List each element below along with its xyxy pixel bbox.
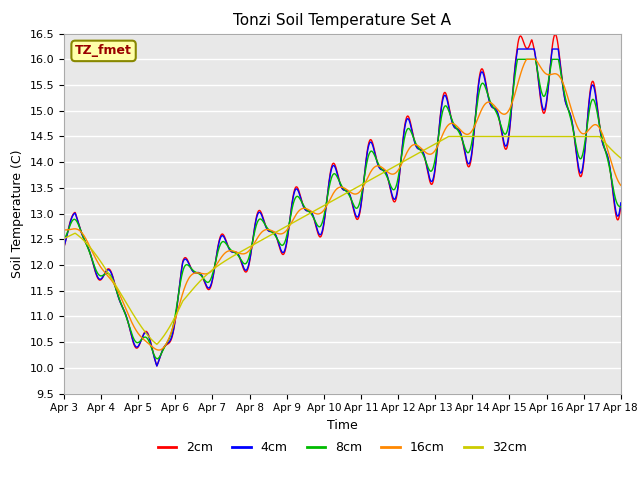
8cm — [246, 249, 254, 254]
Title: Tonzi Soil Temperature Set A: Tonzi Soil Temperature Set A — [234, 13, 451, 28]
2cm — [429, 179, 437, 184]
8cm — [171, 315, 179, 321]
X-axis label: Time: Time — [327, 419, 358, 432]
Line: 16cm: 16cm — [64, 60, 621, 350]
32cm — [552, 133, 559, 139]
2cm — [171, 322, 179, 327]
16cm — [502, 111, 509, 117]
2cm — [60, 244, 68, 250]
4cm — [502, 143, 509, 149]
4cm — [429, 176, 437, 182]
16cm — [155, 347, 163, 353]
32cm — [153, 341, 161, 347]
Line: 32cm: 32cm — [64, 136, 621, 344]
4cm — [184, 260, 192, 265]
8cm — [502, 131, 509, 137]
8cm — [552, 57, 559, 62]
16cm — [429, 150, 437, 156]
2cm — [153, 363, 161, 369]
16cm — [246, 246, 254, 252]
32cm — [60, 236, 68, 241]
32cm — [429, 142, 437, 148]
8cm — [154, 356, 161, 361]
4cm — [514, 46, 522, 52]
8cm — [617, 204, 625, 210]
4cm — [153, 363, 161, 369]
32cm — [445, 133, 453, 139]
32cm — [184, 292, 192, 298]
8cm — [184, 263, 192, 268]
32cm — [171, 315, 179, 321]
4cm — [171, 320, 179, 326]
16cm — [184, 276, 192, 282]
2cm — [502, 146, 509, 152]
Legend: 2cm, 4cm, 8cm, 16cm, 32cm: 2cm, 4cm, 8cm, 16cm, 32cm — [152, 436, 532, 459]
Line: 2cm: 2cm — [64, 35, 621, 366]
2cm — [551, 32, 559, 37]
4cm — [552, 46, 559, 52]
Line: 4cm: 4cm — [64, 49, 621, 366]
Line: 8cm: 8cm — [64, 60, 621, 359]
16cm — [523, 57, 531, 62]
16cm — [552, 71, 559, 77]
32cm — [617, 155, 625, 161]
4cm — [617, 200, 625, 206]
32cm — [246, 243, 254, 249]
16cm — [171, 319, 179, 324]
Text: TZ_fmet: TZ_fmet — [75, 44, 132, 58]
2cm — [552, 32, 559, 37]
4cm — [246, 252, 254, 258]
4cm — [60, 244, 68, 250]
2cm — [184, 259, 192, 264]
8cm — [514, 57, 522, 62]
16cm — [60, 227, 68, 233]
8cm — [60, 235, 68, 240]
Y-axis label: Soil Temperature (C): Soil Temperature (C) — [11, 149, 24, 278]
8cm — [429, 165, 437, 171]
32cm — [502, 133, 510, 139]
2cm — [617, 203, 625, 208]
16cm — [617, 182, 625, 188]
2cm — [246, 253, 254, 259]
